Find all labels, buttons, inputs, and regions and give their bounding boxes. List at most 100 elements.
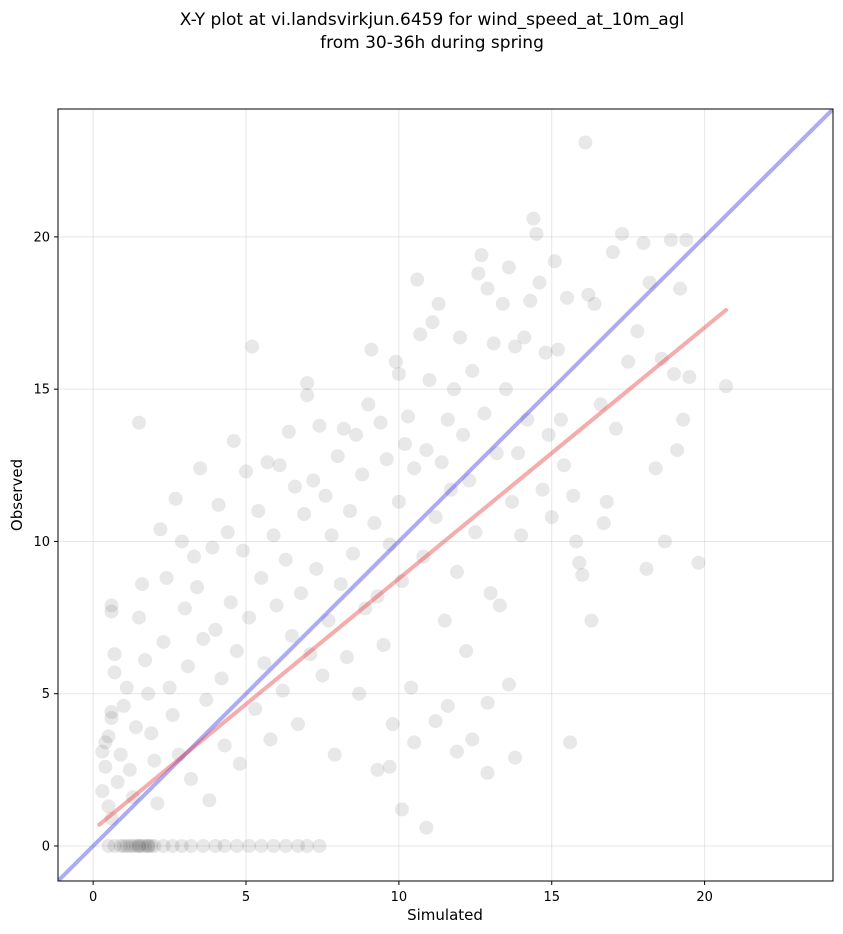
data-point [480, 765, 495, 780]
data-point [144, 838, 159, 853]
data-point [615, 226, 630, 241]
data-point [153, 522, 168, 537]
data-point [434, 455, 449, 470]
data-point [495, 296, 510, 311]
y-axis-label: Observed [8, 459, 26, 531]
data-point [202, 793, 217, 808]
data-point [266, 838, 281, 853]
data-point [517, 330, 532, 345]
data-point [229, 644, 244, 659]
data-point [526, 211, 541, 226]
data-point [349, 427, 364, 442]
data-point [290, 717, 305, 732]
data-point [486, 336, 501, 351]
x-tick-label: 5 [242, 890, 250, 905]
data-point [504, 494, 519, 509]
data-point [168, 491, 183, 506]
data-point [150, 796, 165, 811]
data-point [116, 698, 131, 713]
data-point [229, 838, 244, 853]
data-point [639, 561, 654, 576]
data-point [248, 701, 263, 716]
data-point [147, 753, 162, 768]
data-point [394, 574, 409, 589]
data-point [663, 232, 678, 247]
data-point [648, 461, 663, 476]
data-point [608, 421, 623, 436]
data-point [523, 293, 538, 308]
data-point [196, 631, 211, 646]
data-point [563, 735, 578, 750]
data-point [422, 373, 437, 388]
data-point [193, 461, 208, 476]
data-point [156, 634, 171, 649]
data-point [278, 838, 293, 853]
data-point [480, 281, 495, 296]
data-point [511, 446, 526, 461]
data-point [657, 534, 672, 549]
data-point [553, 412, 568, 427]
data-point [141, 686, 156, 701]
data-point [676, 412, 691, 427]
data-point [125, 838, 140, 853]
data-point [550, 342, 565, 357]
data-point [110, 775, 125, 790]
data-point [388, 354, 403, 369]
data-point [670, 443, 685, 458]
data-point [125, 790, 140, 805]
data-point [294, 586, 309, 601]
data-point [465, 732, 480, 747]
x-tick-label: 10 [391, 890, 408, 905]
data-point [327, 747, 342, 762]
data-point [177, 601, 192, 616]
data-point [138, 653, 153, 668]
data-point [483, 586, 498, 601]
data-point [223, 595, 238, 610]
identity-line [58, 109, 833, 881]
data-point [135, 577, 150, 592]
data-point [309, 561, 324, 576]
data-point [382, 537, 397, 552]
data-point [440, 698, 455, 713]
data-point [425, 315, 440, 330]
data-point [465, 363, 480, 378]
fit-line [97, 307, 728, 827]
data-point [266, 528, 281, 543]
data-point [413, 327, 428, 342]
data-point [190, 580, 205, 595]
data-point [119, 680, 134, 695]
y-tick-label: 5 [42, 687, 50, 702]
data-point [98, 735, 113, 750]
data-point [566, 488, 581, 503]
chart-title-line-1: X-Y plot at vi.landsvirkjun.6459 for win… [180, 10, 684, 30]
data-point [239, 464, 254, 479]
data-point [456, 427, 471, 442]
data-point [122, 838, 137, 853]
data-point [132, 415, 147, 430]
data-point [358, 601, 373, 616]
data-point [370, 762, 385, 777]
data-point [382, 759, 397, 774]
data-point [682, 369, 697, 384]
data-point [165, 708, 180, 723]
data-point [303, 647, 318, 662]
data-point [101, 838, 116, 853]
data-point [220, 525, 235, 540]
data-point [416, 549, 431, 564]
data-point [642, 275, 657, 290]
data-point [113, 838, 128, 853]
data-point [104, 704, 119, 719]
data-point [443, 482, 458, 497]
data-point [211, 497, 226, 512]
data-point [196, 838, 211, 853]
data-point [449, 744, 464, 759]
data-point [128, 720, 143, 735]
data-point [572, 555, 587, 570]
data-point [300, 388, 315, 403]
data-point [174, 534, 189, 549]
data-point [245, 339, 260, 354]
x-tick-label: 15 [543, 890, 560, 905]
data-point [508, 750, 523, 765]
data-point [122, 762, 137, 777]
data-point [541, 427, 556, 442]
